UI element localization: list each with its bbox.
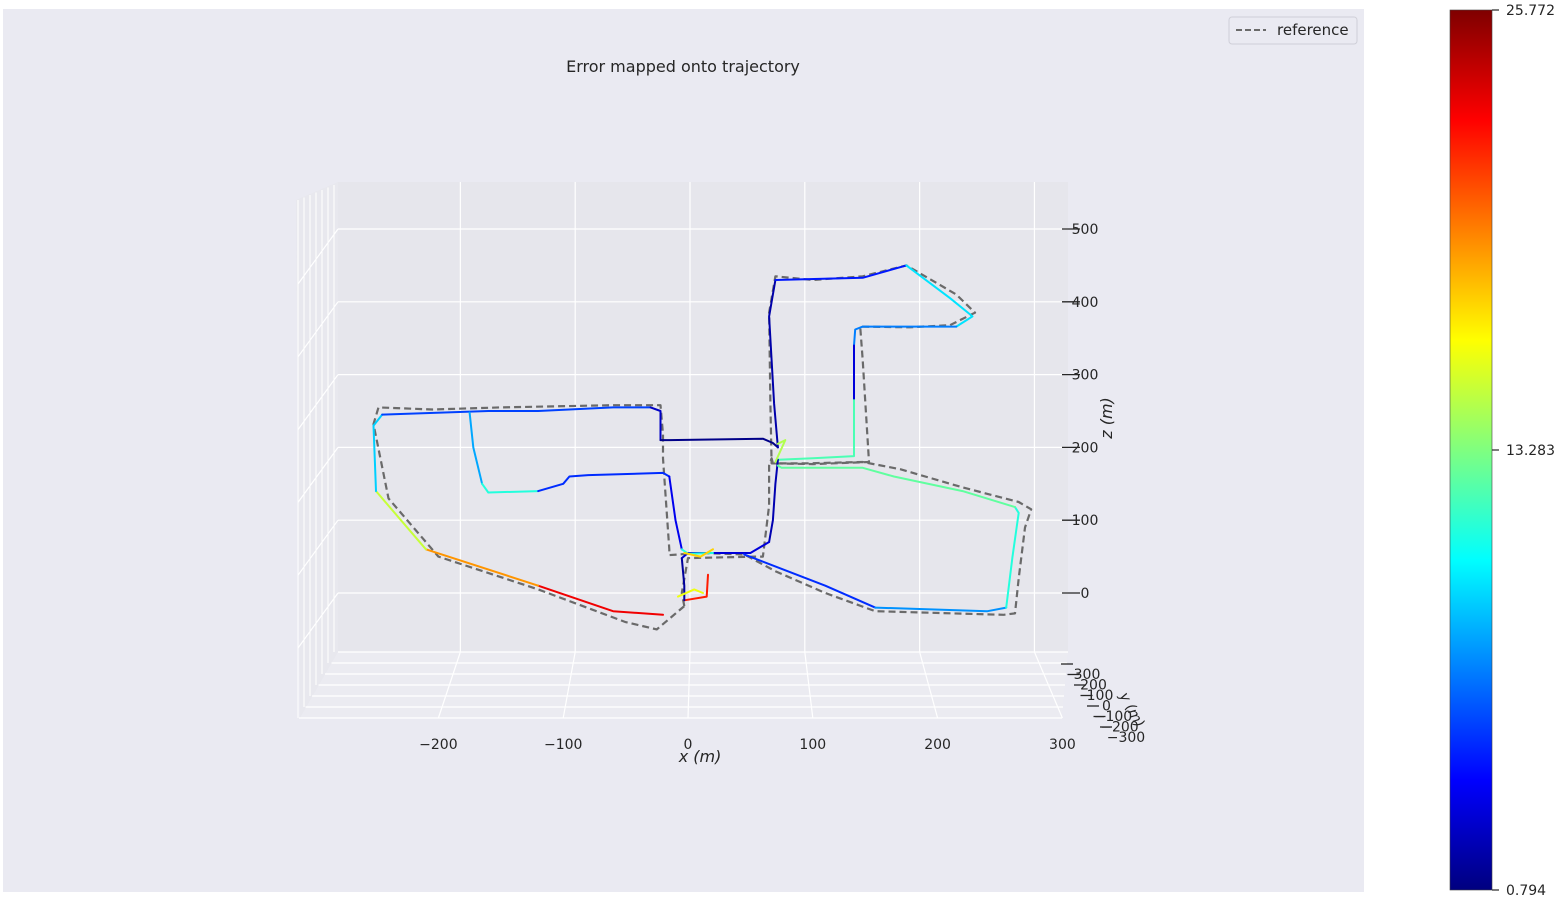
trajectory-segment: [768, 279, 779, 449]
x-axis-ticks: −200 −100 0 100 200 300: [419, 737, 1076, 753]
trajectory-segment: [677, 588, 704, 598]
y-tick-label: −100: [1094, 709, 1132, 725]
trajectory-segment: [537, 471, 671, 493]
legend-box: [1228, 16, 1358, 45]
trajectory-segment: [774, 439, 787, 463]
reference-path: [372, 264, 1033, 631]
x-tick-label: 200: [924, 737, 951, 753]
z-axis-ticks: 0 100 200 300 400 500: [1062, 222, 1098, 602]
trajectory-segment: [537, 584, 664, 616]
z-tick-label: 0: [1081, 586, 1090, 602]
trajectory-segment: [683, 548, 714, 558]
x-axis-label: x (m): [678, 747, 722, 766]
trajectory-segment: [768, 458, 779, 543]
trajectory-segment: [649, 406, 662, 442]
y-tick-label: 100: [1087, 688, 1114, 704]
trajectory-segment: [381, 406, 652, 416]
reference-trajectory: [372, 264, 1033, 631]
chart-title: Error mapped onto trajectory: [566, 57, 800, 76]
trajectory-segment: [659, 437, 779, 449]
legend: reference: [1228, 16, 1358, 45]
colorbar-ticks: 0.794 13.283 25.772: [1492, 3, 1555, 899]
z-tick-label: 100: [1072, 513, 1099, 529]
colorbar-tick-label: 25.772: [1506, 3, 1555, 19]
trajectory-segment: [743, 553, 877, 609]
colorbar-tick-label: 0.794: [1506, 883, 1546, 899]
trajectory-segment: [375, 490, 427, 551]
z-side-gridline: [297, 228, 339, 285]
trajectory-segment: [853, 325, 958, 347]
x-tick-label: 300: [1049, 737, 1076, 753]
trajectory-segment: [372, 413, 384, 493]
z-side-gridline: [297, 447, 339, 503]
trajectory-segment: [468, 411, 484, 485]
y-tick-label: 300: [1074, 667, 1101, 683]
x-tick-label: 100: [799, 737, 826, 753]
z-side-gridline: [297, 374, 339, 430]
trajectory-segment: [905, 264, 974, 328]
y-tick-label: −300: [1107, 730, 1145, 746]
y-tick-label: 200: [1080, 678, 1107, 694]
trajectory-segment: [680, 541, 771, 560]
trajectory-segment: [774, 264, 908, 281]
x-tick-label: −100: [544, 737, 582, 753]
z-side-gridline: [297, 301, 339, 358]
z-side-gridline: [297, 519, 339, 576]
trajectory-segment: [776, 399, 855, 461]
colorbar-gradient: [1449, 9, 1493, 891]
x-tick-label: 0: [684, 737, 693, 753]
y-tick-label: 0: [1102, 699, 1111, 715]
colorbar: 0.794 13.283 25.772: [1449, 3, 1555, 899]
colorbar-tick-label: 13.283: [1506, 443, 1555, 459]
x-tick-label: −200: [419, 737, 457, 753]
z-tick-label: 300: [1072, 368, 1099, 384]
trajectory-segment: [424, 548, 540, 587]
trajectory-segment: [668, 475, 683, 551]
y-tick-label: −200: [1100, 720, 1138, 736]
z-tick-label: 200: [1072, 440, 1099, 456]
legend-reference-label: reference: [1277, 21, 1349, 39]
z-tick-label: 400: [1072, 295, 1099, 311]
back-pane: [296, 182, 1068, 718]
trajectory-segment: [481, 482, 540, 494]
trajectory-segment: [680, 557, 686, 602]
z-axis-label: z (m): [1097, 397, 1116, 440]
estimated-trajectory: [372, 264, 1020, 616]
trajectory-segment: [874, 606, 1008, 613]
trajectory-segment: [776, 464, 1016, 509]
trajectory-segment: [1005, 506, 1020, 609]
z-tick-label: 500: [1072, 222, 1099, 238]
z-side-gridline: [297, 592, 339, 649]
trajectory-segment: [683, 573, 709, 602]
